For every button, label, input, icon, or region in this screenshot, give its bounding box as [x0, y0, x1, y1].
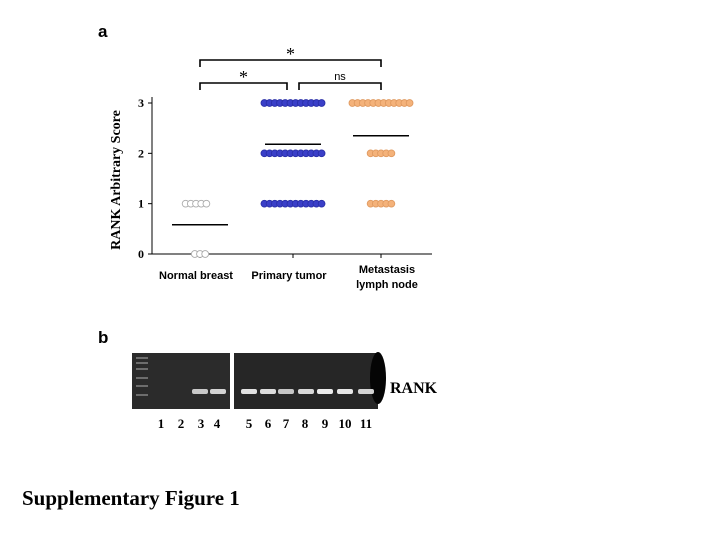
gel-band	[278, 389, 294, 394]
gel-band	[192, 389, 208, 394]
lane-number: 9	[321, 416, 329, 431]
ladder-band	[136, 385, 148, 387]
lane-number: 10	[338, 416, 352, 431]
lane-number: 1	[157, 416, 165, 431]
comparison-label: ns	[334, 71, 346, 83]
gel-band	[298, 389, 314, 394]
data-point	[317, 199, 326, 208]
gel-panel-right	[234, 353, 378, 409]
comparison-label: *	[286, 44, 295, 64]
comparison-bracket	[199, 59, 382, 67]
data-point	[387, 199, 396, 208]
gel-panel-left	[132, 353, 230, 409]
y-axis-label: RANK Arbitrary Score	[109, 110, 124, 250]
y-tick-label: 2	[138, 146, 144, 160]
ladder-band	[136, 394, 148, 396]
figure-title: Supplementary Figure 1	[22, 486, 240, 510]
lane-number: 7	[282, 416, 290, 431]
lane-number: 11	[359, 416, 373, 431]
lane-number: 3	[197, 416, 205, 431]
lane-number: 6	[264, 416, 272, 431]
comparison-bracket	[298, 82, 382, 90]
ladder-band	[136, 377, 148, 379]
gel-band	[317, 389, 333, 394]
gel-target-label: RANK	[390, 380, 438, 397]
gel-band	[241, 389, 257, 394]
gel-band	[210, 389, 226, 394]
gel-edge-shadow	[370, 352, 386, 404]
comparison-bracket	[199, 82, 288, 90]
gel-band	[260, 389, 276, 394]
ladder-band	[136, 357, 148, 359]
lane-number: 4	[213, 416, 221, 431]
data-point	[317, 149, 326, 158]
y-tick-label: 1	[138, 197, 144, 211]
category-label: lymph node	[356, 279, 418, 291]
panel-b-label: b	[98, 328, 109, 347]
category-label: Normal breast	[159, 270, 233, 282]
lane-number: 8	[301, 416, 309, 431]
comparison-label: *	[239, 67, 248, 87]
ladder-band	[136, 368, 148, 370]
category-label: Metastasis	[359, 264, 415, 276]
gel-band	[337, 389, 353, 394]
gel-band	[358, 389, 374, 394]
data-point	[387, 149, 396, 158]
ladder-band	[136, 362, 148, 364]
data-point	[201, 250, 210, 258]
y-tick-label: 0	[138, 247, 144, 261]
lane-number: 5	[245, 416, 253, 431]
data-point	[405, 99, 414, 107]
category-label: Primary tumor	[251, 270, 327, 282]
scatter-chart: 0 1 2 3 RANK Arbitrary Score Normal breast Pri…	[109, 44, 432, 291]
data-point	[202, 199, 211, 208]
data-point	[317, 99, 326, 107]
lane-number: 2	[177, 416, 185, 431]
panel-a-label: a	[98, 22, 108, 41]
y-tick-label: 3	[138, 96, 144, 110]
